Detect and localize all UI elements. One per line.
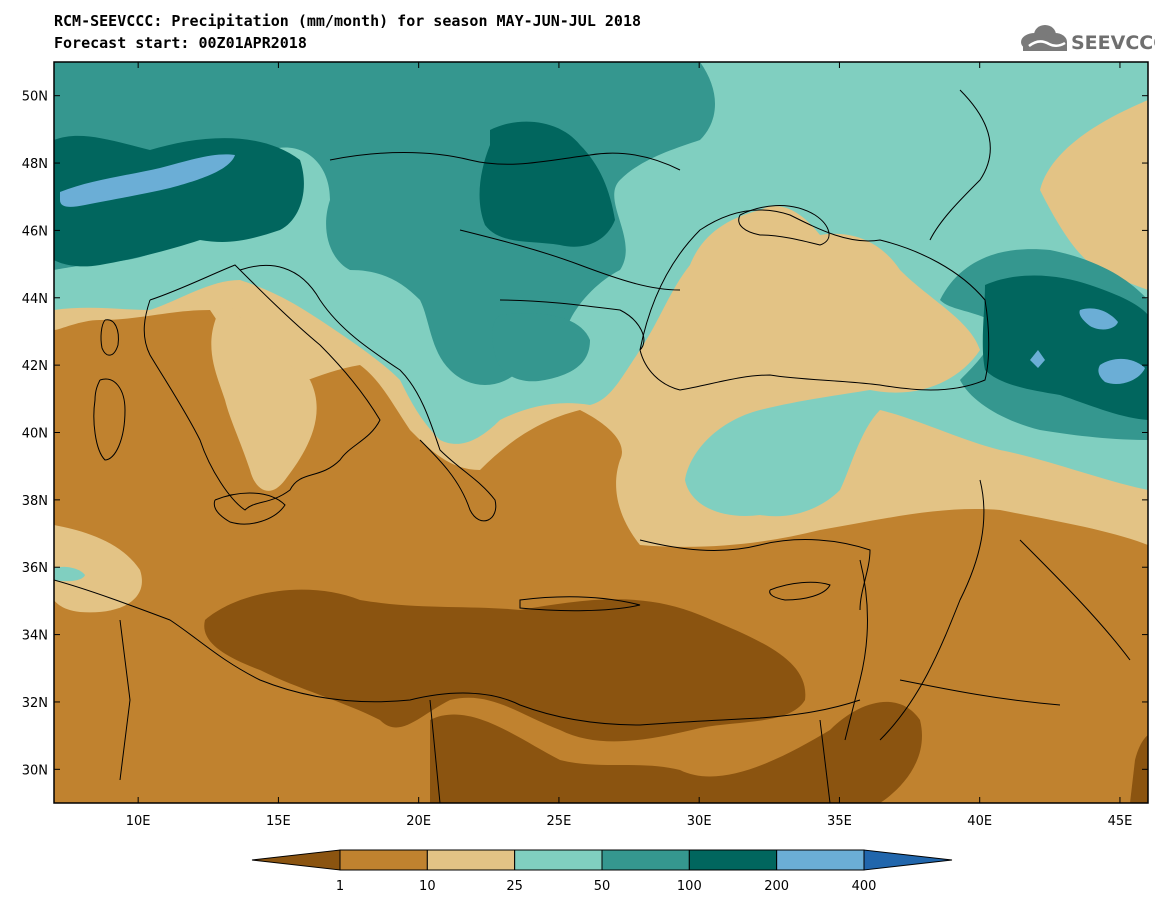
seevccc-logo: SEEVCCC: [1021, 25, 1155, 54]
border-10: [899, 679, 1061, 706]
coastline-italy: [143, 264, 381, 511]
longitude-axis: 10E 15E 20E 25E 30E 35E 40E 45E: [126, 62, 1133, 829]
colorbar-label: 200: [764, 879, 789, 894]
band-200-400-caucasus2: [1098, 358, 1145, 385]
coastline-sardinia: [93, 378, 126, 461]
coastline-levant: [844, 559, 868, 741]
band-100-200-caucasus: [982, 275, 1148, 420]
chart-title: RCM-SEEVCCC: Precipitation (mm/month) fo…: [54, 12, 641, 30]
border-7: [119, 619, 131, 781]
lat-label: 46N: [22, 224, 48, 239]
border-8: [429, 699, 441, 803]
coastline-corsica: [100, 319, 119, 356]
colorbar-segment: [601, 849, 690, 871]
lon-label: 20E: [406, 814, 431, 829]
colorbar-segment: [514, 849, 603, 871]
colorbar-label: 100: [677, 879, 702, 894]
colorbar-label: 400: [852, 879, 877, 894]
lat-label: 48N: [22, 157, 48, 172]
lon-label: 15E: [266, 814, 291, 829]
band-200-400-caucasus1: [1079, 308, 1118, 330]
border-2: [459, 229, 681, 291]
coastline-africa: [54, 579, 861, 726]
lat-label: 32N: [22, 696, 48, 711]
border-6: [1019, 539, 1131, 661]
colorbar-segment-below: [251, 849, 341, 871]
coastline-balkans: [239, 264, 497, 522]
border-1: [329, 152, 681, 171]
border-9: [819, 719, 831, 803]
coastline-sicily: [213, 492, 286, 525]
border-4: [929, 89, 991, 241]
band-10-25-italy: [211, 300, 317, 491]
band-10-25-west: [54, 525, 142, 613]
lat-label: 42N: [22, 359, 48, 374]
band-100-200-hungary: [479, 121, 615, 247]
colorbar-segment: [776, 849, 865, 871]
border-5: [879, 479, 985, 741]
colorbar-segment-above: [863, 849, 953, 871]
lon-label: 40E: [967, 814, 992, 829]
lat-label: 36N: [22, 561, 48, 576]
cloud-icon: [1021, 25, 1067, 51]
colorbar-segment: [688, 849, 778, 871]
coastlines-borders: [54, 89, 1131, 803]
band-200-400-caucasus3: [1030, 350, 1045, 368]
lat-label: 50N: [22, 90, 48, 105]
band-below-1-south: [430, 701, 922, 803]
lat-label: 30N: [22, 763, 48, 778]
colorbar-label: 25: [506, 879, 523, 894]
band-below-1: [204, 589, 806, 742]
coastline-crete: [519, 596, 641, 612]
lon-label: 30E: [687, 814, 712, 829]
lon-label: 10E: [126, 814, 151, 829]
colorbar-segment: [339, 849, 428, 871]
band-25-50-spot: [54, 566, 85, 582]
lat-label: 40N: [22, 427, 48, 442]
band-200-400-alps: [60, 154, 235, 207]
lat-label: 34N: [22, 629, 48, 644]
map-fill: [54, 62, 1148, 803]
band-below-1-east: [1130, 735, 1148, 803]
border-3: [499, 299, 645, 351]
coastline-crimea: [738, 205, 830, 246]
band-100-200: [54, 135, 304, 267]
lon-label: 45E: [1108, 814, 1133, 829]
colorbar-segment: [426, 849, 516, 871]
coastline-black-sea: [639, 209, 990, 391]
colorbar-legend: 1 10 25 50 100 200 400: [251, 849, 953, 894]
colorbar-label: 1: [336, 879, 344, 894]
coastline-anatolia-south: [639, 539, 871, 611]
lat-label: 44N: [22, 292, 48, 307]
colorbar-label: 10: [419, 879, 436, 894]
logo-text: SEEVCCC: [1071, 32, 1155, 54]
colorbar-label: 50: [594, 879, 611, 894]
lon-label: 25E: [547, 814, 572, 829]
lat-label: 38N: [22, 494, 48, 509]
forecast-start-subtitle: Forecast start: 00Z01APR2018: [54, 34, 307, 52]
latitude-axis: 50N 48N 46N 44N 42N 40N 38N 36N 34N 32N 30N: [22, 90, 1148, 778]
lon-label: 35E: [827, 814, 852, 829]
coastline-cyprus: [769, 581, 831, 601]
band-50-100-balkan: [492, 313, 590, 382]
